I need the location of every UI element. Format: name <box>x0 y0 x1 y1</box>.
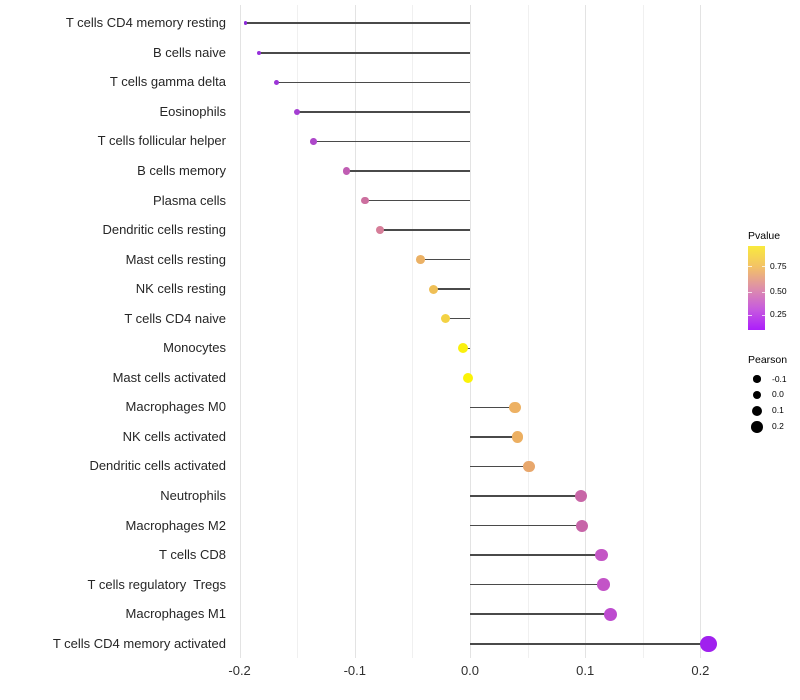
lollipop-dot <box>294 108 301 115</box>
gridline-major <box>239 5 241 658</box>
pearson-size-label: 0.0 <box>772 389 784 400</box>
y-axis-label: Macrophages M0 <box>125 399 226 415</box>
lollipop-stem <box>470 643 709 645</box>
lollipop-stem <box>470 495 581 497</box>
y-axis-label: Monocytes <box>163 340 226 356</box>
y-axis-label: Macrophages M2 <box>125 517 226 533</box>
y-axis-label: T cells CD4 memory activated <box>52 635 226 651</box>
lollipop-stem <box>245 22 470 24</box>
lollipop-dot <box>428 284 438 294</box>
lollipop-dot <box>441 314 451 324</box>
pearson-size-dot <box>753 375 761 383</box>
lollipop-stem <box>470 613 611 615</box>
x-axis-tick-label: 0.2 <box>691 663 710 678</box>
lollipop-dot <box>574 490 587 502</box>
pearson-size-dot <box>752 390 762 400</box>
colorbar-tick-label: 0.50 <box>770 286 787 297</box>
colorbar-tick-mark <box>761 291 765 293</box>
lollipop-dot <box>700 635 717 652</box>
pearson-size-dot <box>752 405 762 416</box>
lollipop-stem <box>445 317 470 320</box>
colorbar-tick-mark <box>748 314 752 316</box>
y-axis-label: Dendritic cells activated <box>89 458 226 474</box>
y-axis-label: T cells regulatory Tregs <box>87 576 226 592</box>
gridline-major <box>700 5 702 658</box>
y-axis-label: T cells CD4 memory resting <box>65 15 226 31</box>
lollipop-dot <box>511 431 523 443</box>
colorbar-tick-mark <box>748 291 752 293</box>
pvalue-legend-title: Pvalue <box>748 230 781 242</box>
lollipop-dot <box>361 196 369 205</box>
y-axis-label: Dendritic cells resting <box>102 222 226 238</box>
lollipop-stem <box>433 288 470 290</box>
lollipop-dot <box>597 578 610 591</box>
lollipop-dot <box>458 343 469 354</box>
lollipop-dot <box>243 21 248 25</box>
lollipop-dot <box>416 255 425 264</box>
y-axis-label: Plasma cells <box>153 192 226 208</box>
lollipop-dot <box>594 548 608 562</box>
gridline-minor <box>642 5 644 658</box>
lollipop-dot <box>462 372 473 383</box>
y-axis-label: T cells CD8 <box>159 547 226 563</box>
x-axis-tick-label: 0.0 <box>460 663 480 678</box>
lollipop-stem <box>420 258 470 261</box>
x-axis-tick-label: -0.1 <box>343 663 366 678</box>
lollipop-dot <box>522 460 535 473</box>
y-axis-label: Mast cells resting <box>125 251 226 267</box>
gridline-minor <box>297 5 299 658</box>
pvalue-colorbar <box>748 246 765 330</box>
lollipop-stem <box>470 406 515 409</box>
y-axis-label: NK cells resting <box>135 281 226 297</box>
gridline-minor <box>527 5 529 658</box>
colorbar-tick-label: 0.25 <box>770 309 787 320</box>
gridline-minor <box>412 5 414 658</box>
pearson-legend-title: Pearson <box>748 354 788 366</box>
colorbar-tick-mark <box>761 314 765 316</box>
gridline-major <box>585 5 587 658</box>
colorbar-tick-label: 0.75 <box>770 260 787 271</box>
y-axis-label: Mast cells activated <box>112 369 226 385</box>
lollipop-stem <box>470 524 582 527</box>
lollipop-dot <box>310 138 317 145</box>
lollipop-dot <box>343 167 351 175</box>
gridline-major <box>470 5 471 658</box>
lollipop-dot <box>603 607 618 621</box>
lollipop-stem <box>470 583 604 586</box>
x-axis-tick-label: 0.1 <box>576 663 595 678</box>
lollipop-dot <box>376 226 385 235</box>
lollipop-stem <box>346 170 470 172</box>
lollipop-stem <box>470 465 529 468</box>
lollipop-dot <box>575 519 588 532</box>
y-axis-label: T cells CD4 naive <box>124 310 226 326</box>
y-axis-label: B cells memory <box>137 162 226 178</box>
lollipop-dot <box>273 79 280 85</box>
lollipop-stem <box>470 436 518 438</box>
lollipop-stem <box>313 140 470 143</box>
colorbar-tick-mark <box>761 266 765 268</box>
y-axis-label: Macrophages M1 <box>125 606 226 622</box>
pearson-size-dot <box>751 420 763 433</box>
gridline-major <box>354 5 356 658</box>
y-axis-label: T cells follicular helper <box>97 133 226 149</box>
pearson-size-label: 0.1 <box>772 405 784 416</box>
y-axis-label: NK cells activated <box>122 428 226 444</box>
pearson-size-label: -0.1 <box>772 373 787 384</box>
pearson-size-label: 0.2 <box>772 421 784 432</box>
y-axis-label: Eosinophils <box>159 103 227 119</box>
colorbar-tick-mark <box>748 266 752 268</box>
y-axis-label: Neutrophils <box>160 488 226 503</box>
lollipop-stem <box>276 81 470 84</box>
lollipop-stem <box>259 52 470 54</box>
x-axis-tick-label: -0.2 <box>228 663 251 678</box>
lollipop-stem <box>365 199 470 202</box>
lollipop-dot <box>509 401 521 413</box>
lollipop-stem <box>297 111 470 113</box>
lollipop-dot <box>256 50 262 55</box>
lollipop-stem <box>380 229 470 231</box>
y-axis-label: T cells gamma delta <box>109 74 226 90</box>
lollipop-stem <box>470 554 602 556</box>
y-axis-label: B cells naive <box>153 44 226 60</box>
